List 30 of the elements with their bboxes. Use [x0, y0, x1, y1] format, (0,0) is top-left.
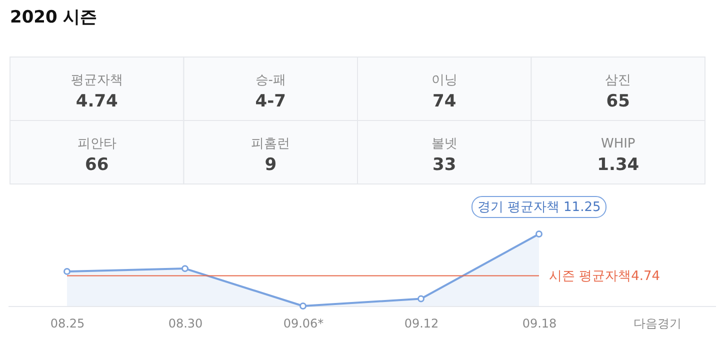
- category-label: 삼진: [605, 72, 632, 88]
- x-tick-label: 08.25: [50, 316, 85, 330]
- x-tick-label: 08.30: [168, 316, 203, 330]
- annotation: 경기 평균자책 11.25: [477, 200, 601, 215]
- ref-line-label: 시즌 평균자책4.74: [549, 268, 660, 284]
- category-label: 피안타: [77, 136, 116, 152]
- text: 4-7: [255, 91, 286, 112]
- text: 33: [432, 154, 456, 175]
- x-tick-label: 09.18: [522, 316, 557, 330]
- point: [300, 302, 306, 310]
- category-label: 피홈런: [251, 136, 290, 152]
- point: [64, 268, 70, 275]
- category-label: 이닝: [431, 72, 458, 88]
- text: 2020 시즌: [10, 8, 98, 28]
- category-label: 평균자책: [70, 72, 123, 88]
- text: 4.74: [76, 91, 118, 112]
- x-tick-label: 09.06*: [283, 316, 324, 330]
- point: [536, 230, 542, 238]
- point: [182, 265, 188, 272]
- x-tick-label: 다음경기: [634, 316, 682, 330]
- x-tick-label: 09.12: [404, 316, 439, 330]
- text: 66: [85, 154, 109, 175]
- text: 9: [264, 154, 277, 175]
- text: 1.34: [597, 154, 640, 175]
- text: 74: [432, 91, 456, 112]
- category-label: 볼넷: [431, 136, 458, 152]
- point: [418, 295, 424, 302]
- text: 65: [606, 91, 630, 112]
- category-label: WHIP: [600, 136, 636, 152]
- category-label: 승-패: [255, 72, 286, 88]
